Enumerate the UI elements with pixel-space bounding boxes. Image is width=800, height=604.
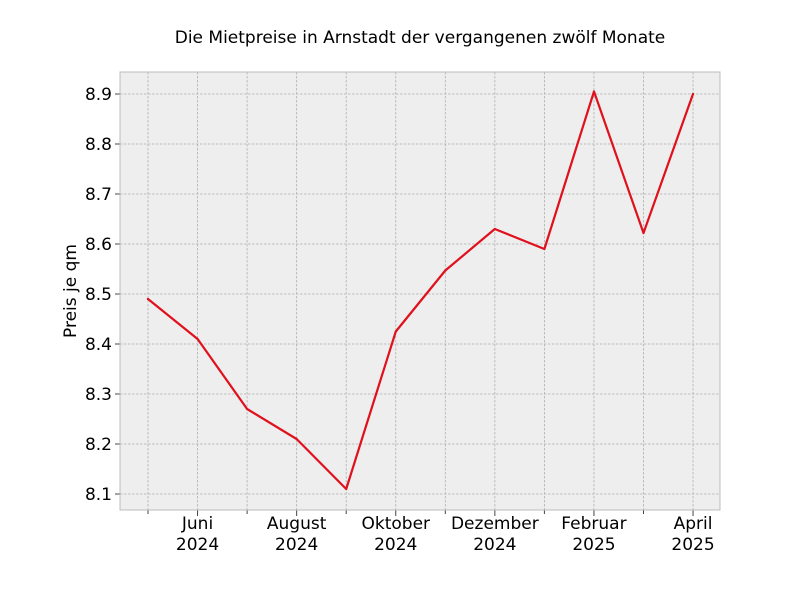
plot-border — [119, 71, 721, 511]
x-tick-label-month: August — [267, 514, 327, 534]
data-point — [246, 407, 249, 411]
data-point — [196, 337, 199, 341]
data-point — [295, 437, 298, 441]
data-point — [444, 269, 447, 272]
x-tick-label-month: Februar — [561, 514, 626, 534]
x-tick-label-month: Juni — [181, 514, 213, 534]
y-axis-label: Preis je qm — [61, 244, 81, 338]
data-point — [543, 247, 546, 251]
y-tick-label: 8.7 — [85, 185, 112, 205]
x-axis: Juni2024August2024Oktober2024Dezember202… — [147, 510, 715, 555]
y-tick-label: 8.6 — [85, 235, 112, 255]
x-tick-label-year: 2024 — [176, 535, 219, 555]
x-tick-label-year: 2024 — [374, 535, 417, 555]
data-point — [642, 231, 645, 235]
data-point — [691, 92, 695, 96]
data-point — [146, 297, 150, 301]
x-tick-label-month: Oktober — [361, 514, 430, 534]
y-tick-label: 8.9 — [85, 85, 112, 105]
y-tick-label: 8.3 — [85, 385, 112, 405]
x-tick-label-month: Dezember — [451, 514, 539, 534]
x-tick-label-year: 2024 — [275, 535, 318, 555]
x-tick-label-month: April — [674, 514, 713, 534]
grid-layer — [120, 72, 720, 510]
y-tick-label: 8.2 — [85, 435, 112, 455]
series-layer — [146, 90, 695, 491]
y-axis: 8.1 8.2 8.3 8.4 8.5 8.6 8.7 8.8 8.9 — [85, 85, 120, 505]
plot-area — [119, 71, 721, 511]
y-tick-label: 8.4 — [85, 335, 112, 355]
x-tick-label-year: 2024 — [473, 535, 516, 555]
chart-title: Die Mietpreise in Arnstadt der vergangen… — [175, 28, 666, 48]
x-tick-label-year: 2025 — [572, 535, 615, 555]
y-tick-label: 8.1 — [85, 485, 112, 505]
x-tick-label-year: 2025 — [671, 535, 714, 555]
data-point — [345, 487, 348, 491]
data-point — [493, 227, 496, 231]
series-line — [146, 90, 695, 491]
data-point — [394, 330, 397, 333]
y-tick-label: 8.8 — [85, 135, 112, 155]
y-tick-label: 8.5 — [85, 285, 112, 305]
data-point — [592, 90, 596, 93]
